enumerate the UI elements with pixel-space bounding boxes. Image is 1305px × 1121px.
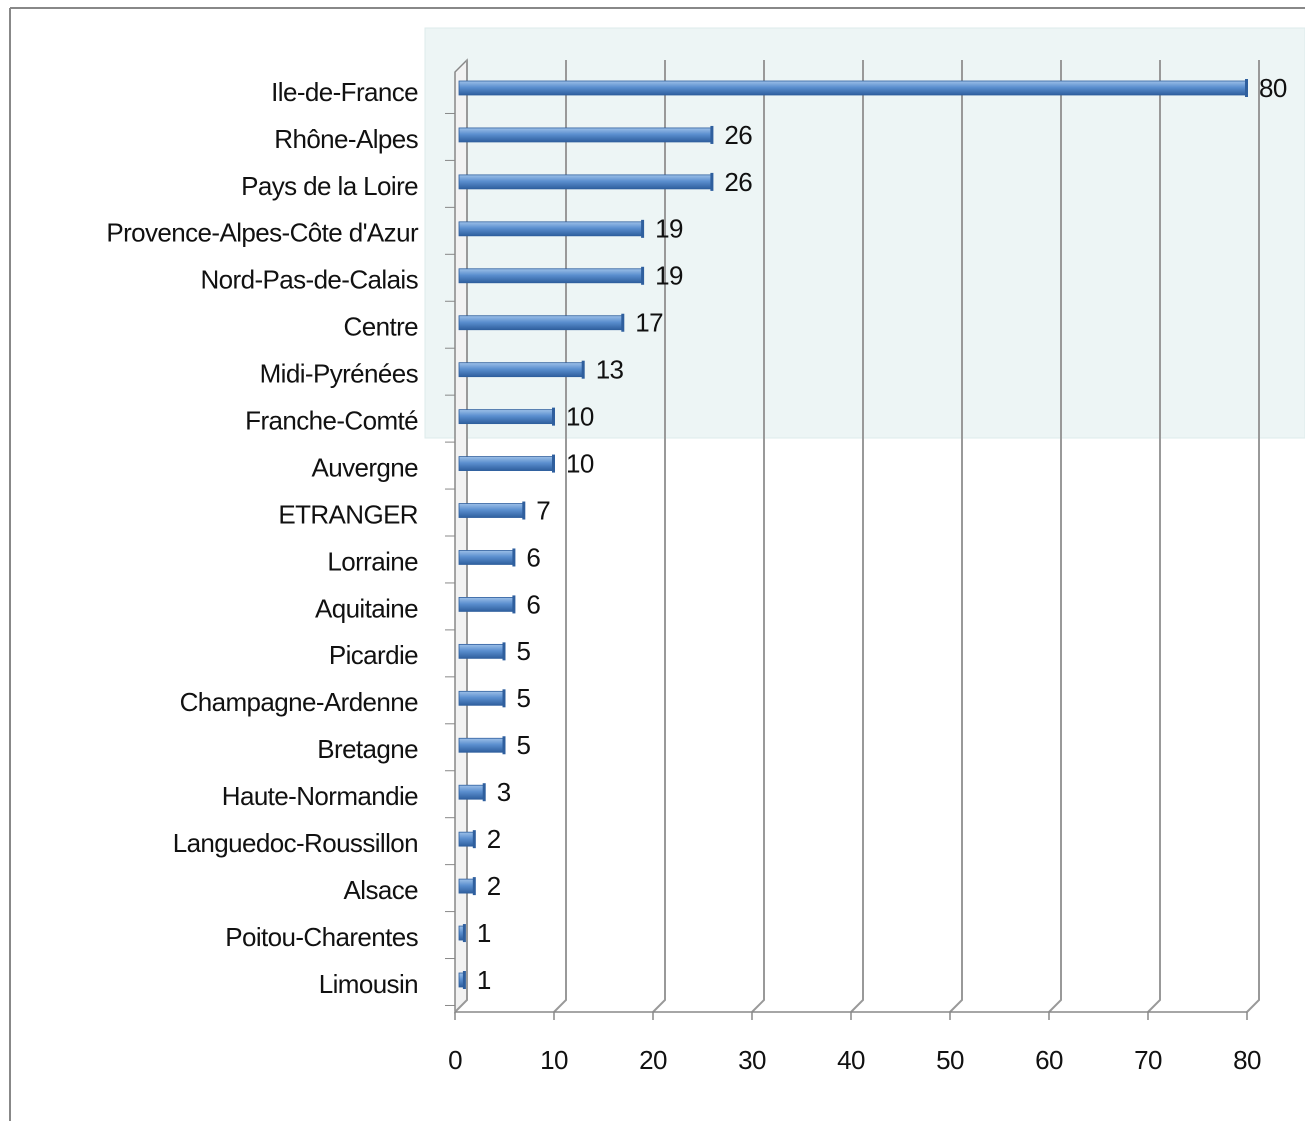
data-label: 2	[487, 824, 501, 854]
y-tick-label: Picardie	[329, 640, 418, 670]
x-tick-label: 80	[1233, 1045, 1261, 1075]
data-label: 3	[497, 777, 511, 807]
x-tick-label: 30	[738, 1045, 766, 1075]
bar	[458, 548, 516, 567]
data-label: 2	[487, 871, 501, 901]
data-label: 26	[724, 167, 752, 197]
y-tick-label: Franche-Comté	[245, 406, 418, 436]
y-tick-label: Lorraine	[327, 546, 418, 576]
y-tick-label: Alsace	[344, 875, 419, 905]
y-tick-label: Haute-Normandie	[222, 781, 418, 811]
data-label: 5	[517, 636, 531, 666]
bar	[458, 736, 506, 755]
grid-line	[1246, 60, 1260, 1013]
bar	[458, 360, 585, 379]
y-tick-label: Midi-Pyrénées	[260, 359, 419, 389]
x-tick-label: 70	[1134, 1045, 1162, 1075]
y-tick-label: Aquitaine	[315, 593, 418, 623]
data-label: 26	[724, 120, 752, 150]
y-tick-label: Languedoc-Roussillon	[173, 828, 418, 858]
data-label: 1	[477, 965, 491, 995]
data-label: 19	[655, 261, 683, 291]
y-tick-label: Bretagne	[317, 734, 418, 764]
y-tick-label: ETRANGER	[278, 499, 418, 529]
y-tick-label: Centre	[344, 312, 419, 342]
bar	[458, 79, 1248, 97]
data-label: 10	[566, 402, 594, 432]
y-tick-label: Nord-Pas-de-Calais	[201, 265, 419, 295]
grid-line	[850, 60, 864, 1013]
y-tick-label: Provence-Alpes-Côte d'Azur	[106, 218, 419, 248]
x-tick-label: 50	[936, 1045, 964, 1075]
data-label: 80	[1259, 73, 1287, 103]
grid-line	[1048, 60, 1062, 1013]
bar	[458, 219, 645, 238]
data-label: 10	[566, 448, 594, 478]
x-tick-label: 40	[837, 1045, 865, 1075]
bar	[458, 924, 466, 943]
grid-line	[652, 60, 666, 1013]
x-tick-label: 60	[1035, 1045, 1063, 1075]
bar	[458, 313, 625, 332]
data-label: 17	[635, 308, 663, 338]
bar	[458, 407, 555, 426]
data-label: 7	[536, 495, 550, 525]
grid-line	[751, 60, 765, 1013]
bar	[458, 266, 645, 285]
y-tick-label: Limousin	[319, 969, 418, 999]
bar	[458, 172, 714, 191]
data-label: 1	[477, 918, 491, 948]
y-tick-label: Pays de la Loire	[241, 171, 418, 201]
data-label: 5	[517, 683, 531, 713]
grid-line	[949, 60, 963, 1013]
bar	[458, 501, 526, 520]
data-label: 19	[655, 214, 683, 244]
y-tick-label: Auvergne	[312, 452, 419, 482]
y-tick-label: Champagne-Ardenne	[180, 687, 419, 717]
bar	[458, 642, 506, 661]
bar	[458, 689, 506, 708]
side-wall	[454, 58, 468, 1014]
data-label: 6	[526, 589, 540, 619]
bar	[458, 595, 516, 614]
data-label: 13	[596, 355, 624, 385]
y-tick-label: Poitou-Charentes	[225, 922, 418, 952]
bar	[458, 877, 476, 896]
x-tick-label: 10	[540, 1045, 568, 1075]
y-tick-label: Ile-de-France	[271, 77, 418, 107]
bar	[458, 125, 714, 144]
bar	[458, 454, 555, 473]
x-tick-label: 0	[448, 1045, 462, 1075]
data-label: 5	[517, 730, 531, 760]
data-label: 6	[526, 542, 540, 572]
bar	[458, 830, 476, 849]
y-tick-label: Rhône-Alpes	[274, 124, 418, 154]
x-tick-label: 20	[639, 1045, 667, 1075]
bar	[458, 783, 486, 802]
bar	[458, 971, 466, 989]
grid-line	[1147, 60, 1161, 1013]
